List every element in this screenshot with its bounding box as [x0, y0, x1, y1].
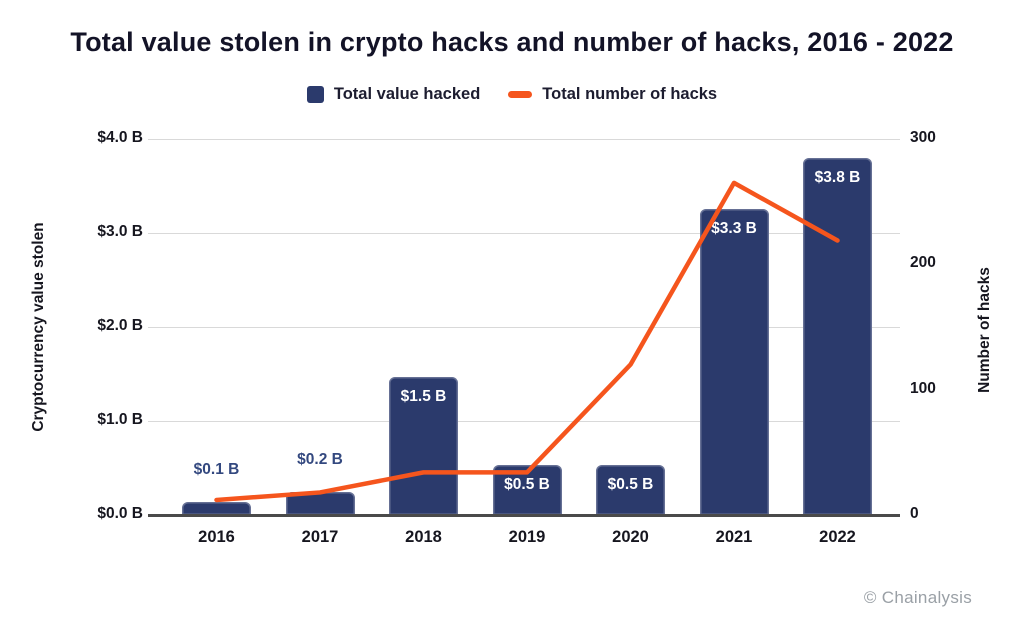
y-axis-left-tick-label: $3.0 B	[97, 223, 143, 240]
plot-area: $0.1 B $0.2 B $1.5 B $0.5 B $0.5 B $3.3 B $3.8…	[148, 138, 900, 546]
bar-value-label: $0.1 B	[193, 461, 240, 478]
right-axis-title: Number of hacks	[976, 267, 993, 393]
y-axis-left-tick-label: $4.0 B	[97, 129, 143, 146]
gridline	[148, 326, 900, 328]
watermark: © Chainalysis	[863, 588, 972, 607]
bar-2022	[803, 158, 872, 515]
bar-value-label: $3.8 B	[814, 169, 861, 186]
legend-item-label: Total number of hacks	[542, 85, 718, 103]
x-axis-label-2019: 2019	[508, 528, 546, 546]
x-axis-line	[148, 514, 900, 517]
legend-item-label: Total value hacked	[333, 85, 481, 103]
y-axis-left-tick-label: $2.0 B	[97, 317, 143, 334]
x-axis-label-2022: 2022	[819, 528, 856, 546]
x-axis-label-2021: 2021	[715, 528, 753, 546]
gridline	[148, 420, 900, 422]
y-axis-right-tick-label: 0	[910, 505, 919, 522]
bar-2017	[285, 492, 355, 515]
legend: Total value hacked Total number of hacks	[0, 85, 1024, 104]
y-axis-right-tick-label: 200	[910, 254, 936, 272]
bar-value-label: $3.3 B	[711, 220, 757, 237]
bar-value-label: $0.2 B	[297, 451, 343, 468]
left-axis-title: Cryptocurrency value stolen	[30, 222, 47, 432]
y-axis-right-tick-label: 100	[910, 379, 936, 397]
gridline	[148, 232, 900, 234]
x-axis-label-2016: 2016	[198, 528, 235, 546]
bar-series-swatch-icon	[306, 86, 324, 103]
bar-value-label: $1.5 B	[400, 388, 447, 405]
legend-item: Total number of hacks	[508, 85, 717, 104]
x-axis-label-2017: 2017	[301, 528, 339, 546]
chart-title: Total value stolen in crypto hacks and n…	[70, 27, 954, 57]
bar-2016	[182, 502, 251, 515]
x-axis-label-2020: 2020	[612, 528, 649, 546]
y-axis-right-tick-label: 300	[910, 129, 936, 146]
bar-value-label: $0.5 B	[607, 476, 654, 493]
y-axis-left-tick-label: $0.0 B	[97, 505, 143, 522]
bar-value-label: $0.5 B	[504, 476, 550, 493]
y-axis-left-tick-label: $1.0 B	[97, 411, 143, 428]
bar-2021	[699, 209, 769, 515]
x-axis-label-2018: 2018	[405, 528, 442, 546]
line-series-swatch-icon	[508, 91, 533, 98]
legend-item: Total value hacked	[306, 85, 481, 104]
gridline	[148, 138, 900, 140]
